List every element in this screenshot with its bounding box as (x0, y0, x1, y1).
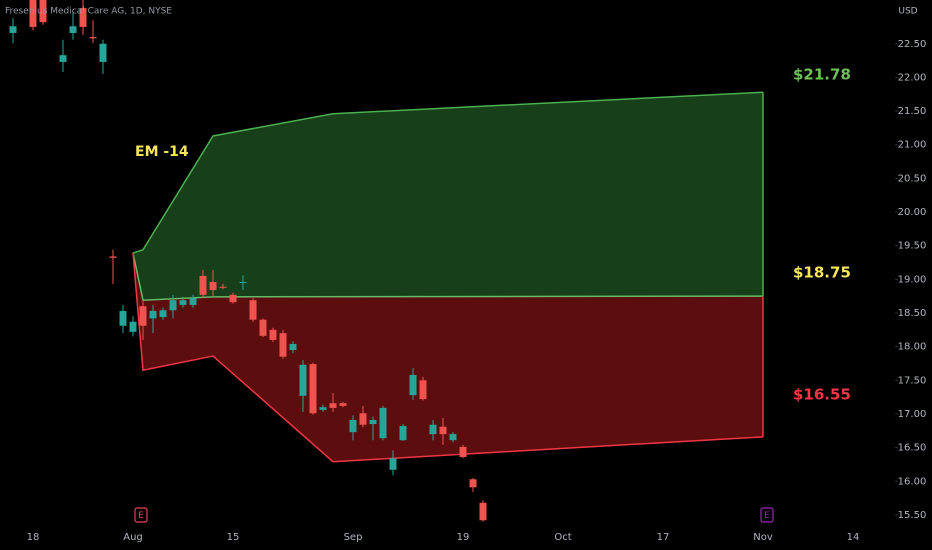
x-tick-label: 19 (457, 532, 470, 543)
band-fill (133, 92, 763, 301)
candle-body (459, 446, 467, 458)
band-line (132, 91, 764, 254)
annotation: EM -14 (135, 144, 189, 160)
candle-body (69, 26, 77, 33)
y-tick-label: 17.00 (898, 409, 927, 420)
y-tick-label: 20.50 (898, 173, 927, 184)
candle-body (129, 321, 137, 332)
candle-body (139, 306, 147, 326)
candle-body (289, 343, 297, 350)
annotation: $16.55 (793, 386, 851, 404)
candle-body (9, 26, 17, 33)
candle-body (89, 37, 97, 39)
band-line (132, 252, 764, 301)
y-tick-label: 21.00 (898, 140, 927, 151)
candle-body (39, 0, 47, 23)
candle-body (249, 300, 257, 320)
x-tick-label: Oct (554, 532, 571, 543)
y-tick-label: 16.50 (898, 443, 927, 454)
candle-body (439, 426, 447, 435)
band-line (132, 253, 764, 463)
candle-body (99, 43, 107, 62)
earnings-marker (134, 507, 148, 523)
candle-body (419, 380, 427, 400)
earnings-label: E (138, 511, 144, 521)
candle-body (169, 300, 177, 311)
candle-body (239, 282, 247, 284)
y-tick-label: 18.50 (898, 308, 927, 319)
candle-body (349, 420, 357, 433)
candle-body (359, 413, 367, 425)
y-tick-label: 17.50 (898, 375, 927, 386)
candle-body (199, 275, 207, 295)
x-tick-label: Aug (123, 532, 143, 543)
y-tick-label: 22.00 (898, 72, 927, 83)
y-axis-label: USD (898, 7, 917, 17)
candle-body (29, 0, 37, 27)
candle-body (429, 424, 437, 435)
x-tick-label: 18 (27, 532, 40, 543)
candle-body (299, 364, 307, 396)
candle-body (119, 310, 127, 326)
candle-body (309, 364, 317, 414)
candle-body (79, 8, 87, 27)
candle-body (259, 319, 267, 336)
candle-body (329, 403, 337, 408)
candle-body (409, 374, 417, 396)
candle-body (369, 420, 377, 425)
candle-body (469, 479, 477, 488)
candle-body (189, 298, 197, 305)
x-tick-label: 14 (847, 532, 860, 543)
candle-body (59, 55, 67, 62)
y-tick-label: 18.00 (898, 342, 927, 353)
annotation: $21.78 (793, 66, 851, 84)
band-fill (133, 253, 763, 462)
y-tick-label: 19.00 (898, 274, 927, 285)
y-tick-label: 20.00 (898, 207, 927, 218)
candle-body (269, 329, 277, 340)
x-tick-label: 17 (657, 532, 670, 543)
candle-body (339, 403, 347, 406)
candle-body (479, 502, 487, 521)
candle-body (109, 256, 117, 258)
y-tick-label: 21.50 (898, 106, 927, 117)
earnings-marker (760, 507, 774, 523)
y-tick-label: 16.00 (898, 476, 927, 487)
earnings-label: E (764, 511, 770, 521)
y-tick-label: 22.50 (898, 39, 927, 50)
y-tick-label: 15.50 (898, 510, 927, 521)
x-tick-label: Sep (344, 532, 363, 543)
candle-body (389, 458, 397, 470)
candle-body (399, 426, 407, 441)
candle-body (449, 434, 457, 441)
chart-title: Fresenius Medical Care AG, 1D, NYSE (5, 7, 172, 17)
candle-body (179, 300, 187, 305)
candle-body (319, 407, 327, 410)
candle-body (279, 333, 287, 357)
candle-body (159, 310, 167, 318)
candle-body (209, 282, 217, 291)
y-tick-label: 19.50 (898, 241, 927, 252)
candle-body (149, 310, 157, 319)
plot-area (9, 0, 764, 522)
x-tick-label: Nov (753, 532, 773, 543)
candle-body (229, 294, 237, 303)
candle-body (219, 286, 227, 288)
x-tick-label: 15 (227, 532, 240, 543)
candle-body (379, 407, 387, 439)
annotation: $18.75 (793, 264, 851, 282)
